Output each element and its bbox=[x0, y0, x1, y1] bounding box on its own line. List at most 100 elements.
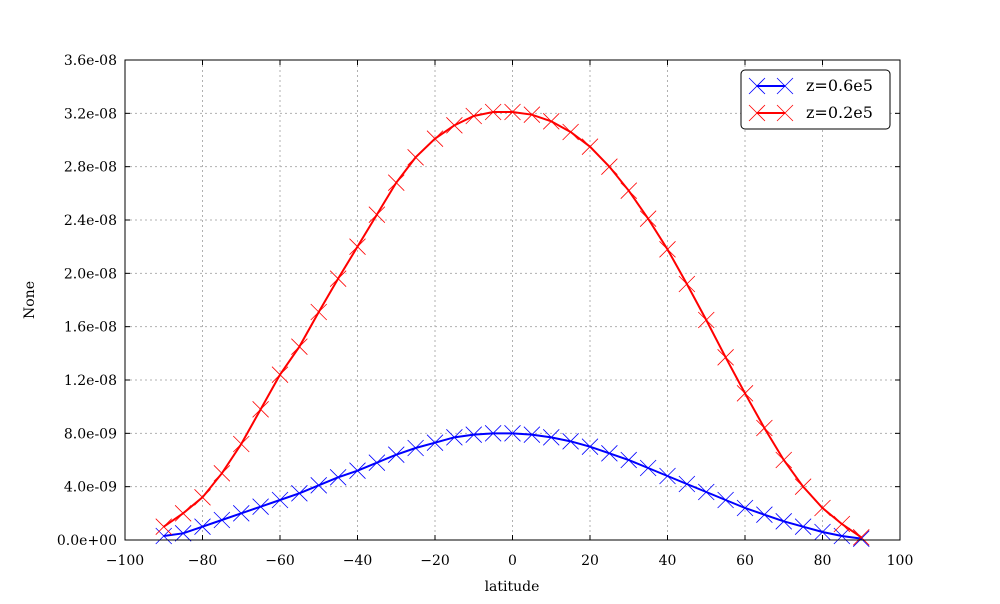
data-point-marker bbox=[736, 385, 754, 402]
data-point-marker bbox=[697, 483, 715, 501]
y-tick-label: 0.0e+00 bbox=[57, 533, 117, 549]
data-point-marker bbox=[678, 475, 696, 493]
data-point-marker bbox=[213, 511, 231, 529]
data-point-marker bbox=[349, 238, 366, 255]
data-point-marker bbox=[562, 123, 579, 141]
data-point-marker bbox=[678, 275, 696, 293]
data-point-marker bbox=[736, 499, 754, 517]
series-group bbox=[155, 103, 870, 547]
data-point-marker bbox=[174, 525, 192, 542]
x-tick-label: 100 bbox=[887, 553, 914, 569]
y-tick-label: 3.2e-08 bbox=[64, 106, 117, 122]
data-point-marker bbox=[562, 433, 579, 450]
data-point-marker bbox=[717, 349, 734, 366]
data-point-marker bbox=[639, 210, 657, 227]
ticks: −100 −80 −60 −40 −20 0 20 40 60 80 100 0.0e+00 4.0e-… bbox=[57, 53, 913, 569]
data-point-marker bbox=[504, 103, 521, 121]
data-point-marker bbox=[407, 439, 424, 457]
data-point-marker bbox=[271, 491, 289, 509]
legend: z=0.6e5 z=0.2e5 bbox=[740, 69, 891, 130]
data-point-marker bbox=[717, 491, 734, 509]
x-tick-label: −20 bbox=[420, 553, 450, 569]
x-axis-label: latitude bbox=[485, 579, 540, 595]
y-axis-label: None bbox=[22, 281, 38, 319]
data-point-marker bbox=[155, 518, 173, 535]
data-point-marker bbox=[581, 438, 599, 455]
data-point-marker bbox=[155, 527, 173, 545]
x-tick-label: 40 bbox=[659, 553, 677, 569]
data-point-marker bbox=[601, 445, 618, 462]
data-point-marker bbox=[794, 518, 812, 535]
y-tick-label: 2.8e-08 bbox=[64, 160, 117, 176]
legend-marker bbox=[776, 104, 794, 122]
data-point-marker bbox=[601, 158, 618, 175]
data-point-marker bbox=[174, 505, 192, 522]
data-point-marker bbox=[407, 149, 424, 166]
data-point-marker bbox=[484, 103, 502, 121]
x-tick-label: 80 bbox=[814, 553, 832, 569]
legend-marker bbox=[748, 104, 766, 122]
data-point-marker bbox=[852, 529, 870, 546]
data-point-marker bbox=[349, 462, 366, 479]
data-point-marker bbox=[756, 506, 773, 523]
x-tick-label: 20 bbox=[581, 553, 599, 569]
data-point-marker bbox=[639, 459, 657, 477]
data-point-marker bbox=[814, 523, 831, 541]
data-point-marker bbox=[368, 454, 386, 471]
data-point-marker bbox=[387, 174, 405, 191]
data-point-marker bbox=[252, 401, 269, 418]
data-point-marker bbox=[232, 505, 250, 522]
grid bbox=[125, 60, 900, 540]
data-point-marker bbox=[194, 489, 211, 506]
data-point-marker bbox=[775, 513, 793, 530]
data-point-marker bbox=[620, 451, 638, 469]
data-point-marker bbox=[194, 518, 211, 535]
data-point-marker bbox=[581, 138, 599, 155]
data-point-marker bbox=[271, 366, 289, 383]
data-point-marker bbox=[329, 270, 347, 287]
data-point-marker bbox=[446, 117, 463, 134]
data-point-marker bbox=[387, 446, 405, 463]
x-tick-label: −80 bbox=[188, 553, 218, 569]
data-point-marker bbox=[291, 338, 308, 355]
data-point-marker bbox=[310, 477, 328, 494]
x-tick-label: −100 bbox=[106, 553, 144, 569]
y-tick-label: 2.4e-08 bbox=[64, 213, 117, 229]
data-point-marker bbox=[756, 419, 773, 437]
data-point-marker bbox=[833, 515, 851, 533]
data-point-marker bbox=[465, 107, 483, 125]
data-point-marker bbox=[252, 498, 269, 515]
y-tick-label: 3.6e-08 bbox=[64, 53, 117, 69]
data-point-marker bbox=[659, 241, 676, 258]
series-1 bbox=[155, 103, 870, 546]
data-point-marker bbox=[523, 426, 541, 443]
data-point-marker bbox=[368, 206, 386, 223]
legend-label-0: z=0.6e5 bbox=[806, 76, 873, 95]
y-tick-label: 2.0e-08 bbox=[64, 266, 117, 282]
data-point-marker bbox=[446, 429, 463, 446]
data-point-marker bbox=[775, 451, 793, 469]
x-tick-label: −40 bbox=[343, 553, 373, 569]
y-tick-label: 1.2e-08 bbox=[64, 373, 117, 389]
data-point-marker bbox=[852, 530, 870, 547]
data-point-marker bbox=[310, 303, 328, 321]
data-point-marker bbox=[814, 499, 831, 517]
data-point-marker bbox=[542, 429, 560, 446]
data-point-marker bbox=[523, 106, 541, 123]
data-point-marker bbox=[833, 527, 851, 545]
y-tick-label: 4.0e-09 bbox=[64, 480, 117, 496]
data-point-marker bbox=[291, 485, 308, 502]
legend-marker bbox=[748, 77, 766, 95]
data-point-marker bbox=[465, 426, 483, 443]
data-point-marker bbox=[484, 425, 502, 442]
data-point-marker bbox=[794, 478, 812, 495]
y-tick-label: 8.0e-09 bbox=[64, 426, 117, 442]
x-tick-label: 60 bbox=[736, 553, 754, 569]
data-point-marker bbox=[659, 467, 676, 485]
legend-box bbox=[740, 69, 891, 130]
x-tick-label: −60 bbox=[265, 553, 295, 569]
data-point-marker bbox=[542, 113, 560, 130]
data-point-marker bbox=[620, 182, 638, 199]
data-point-marker bbox=[426, 130, 444, 147]
